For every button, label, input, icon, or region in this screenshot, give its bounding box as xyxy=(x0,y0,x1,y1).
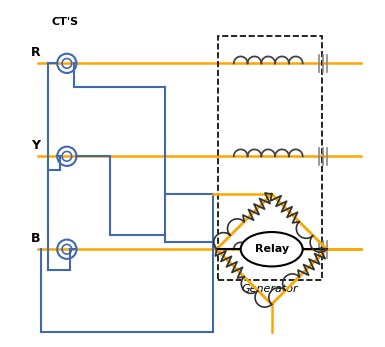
Text: Y: Y xyxy=(31,139,40,152)
Text: Relay: Relay xyxy=(254,244,289,254)
Text: R: R xyxy=(31,46,40,59)
Text: CT'S: CT'S xyxy=(52,17,79,27)
Ellipse shape xyxy=(241,232,303,266)
Text: B: B xyxy=(31,232,40,245)
Text: Generator: Generator xyxy=(242,284,298,294)
